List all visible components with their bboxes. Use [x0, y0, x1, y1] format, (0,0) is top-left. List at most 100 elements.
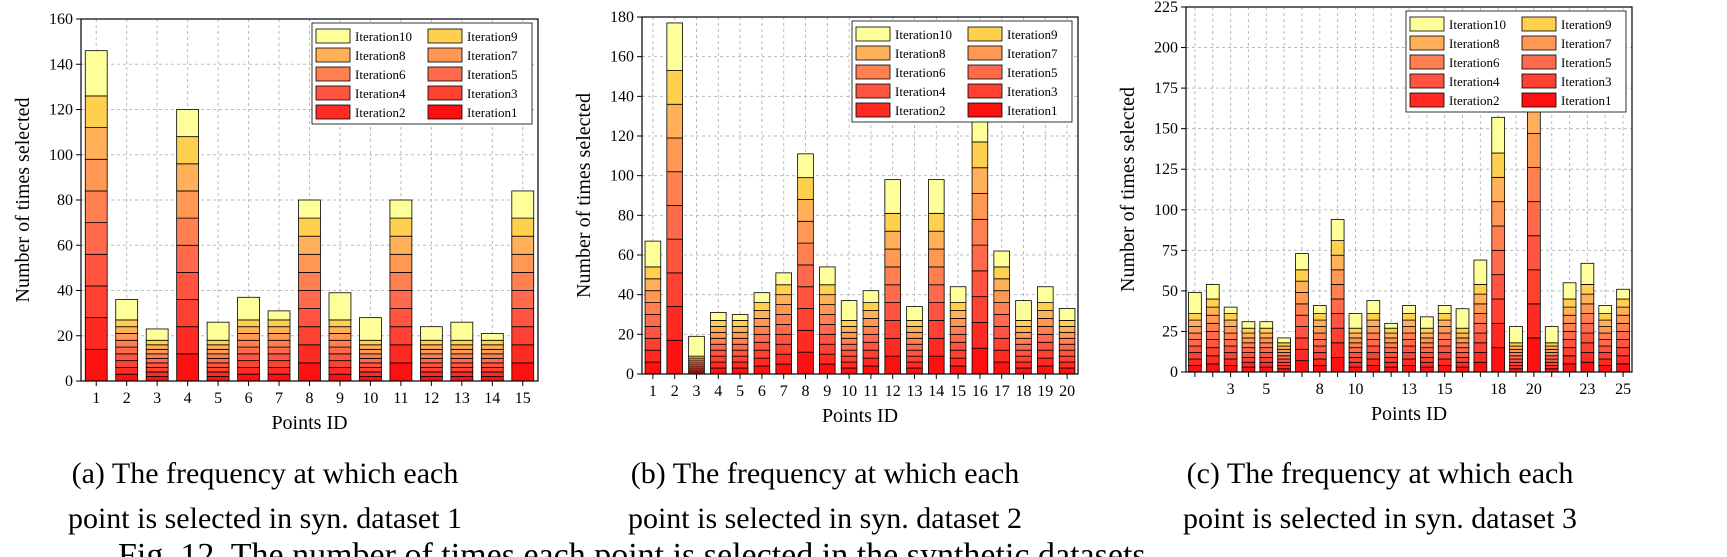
y-tick-label: 140 [610, 88, 634, 105]
bar-segment [775, 363, 792, 375]
legend-label: Iteration1 [1007, 103, 1058, 118]
bar-segment [1295, 348, 1309, 362]
bar-segment [1188, 345, 1202, 353]
bar-segment [1616, 347, 1630, 357]
bar-segment [906, 355, 923, 363]
bar-segment [115, 326, 139, 334]
bar-segment [884, 284, 901, 304]
legend-label: Iteration7 [1007, 46, 1058, 61]
y-tick-label: 25 [1162, 323, 1178, 340]
bar-segment [666, 306, 683, 341]
y-tick-label: 175 [1154, 80, 1178, 97]
bar-segment [1348, 352, 1363, 358]
bar-segment [840, 343, 858, 351]
bar-segment [1037, 357, 1054, 367]
bar-segment [84, 127, 108, 160]
bar-segment [906, 361, 923, 369]
bar-segment [840, 300, 858, 321]
bar-segment [797, 308, 814, 331]
y-tick-label: 160 [610, 49, 634, 66]
bar-segment [1473, 293, 1488, 305]
bar-segment [1616, 298, 1630, 308]
bar-segment [1544, 365, 1559, 370]
bar-segment [971, 347, 989, 375]
legend-label: Iteration10 [355, 29, 412, 44]
bar-segment [267, 346, 291, 355]
bar-segment [1241, 352, 1256, 358]
legend-swatch [1521, 35, 1557, 51]
bar-segment [176, 190, 200, 219]
subcaption: point is selected in syn. dataset 3 [1183, 502, 1577, 535]
bar-segment [359, 367, 382, 373]
bar-segment [450, 344, 474, 350]
bar-segment [1562, 322, 1577, 332]
bar-segment [928, 337, 945, 357]
bar-segment [884, 230, 901, 250]
x-tick-label: 16 [972, 383, 988, 400]
bar-segment [644, 325, 662, 339]
bar-segment [237, 296, 260, 321]
bar-segment [906, 337, 923, 345]
bar-segment [480, 371, 504, 377]
bar-segment [480, 344, 504, 350]
legend-swatch [315, 85, 351, 101]
bar-segment [1015, 355, 1032, 363]
bar-segment [1277, 355, 1291, 360]
x-tick-label: 5 [736, 383, 744, 400]
x-tick-label: 13 [454, 390, 470, 407]
bar-segment [176, 353, 200, 382]
bar-segment [1205, 331, 1220, 340]
bar-segment [862, 341, 880, 351]
bar-segment [1295, 280, 1309, 293]
legend-label: Iteration5 [1007, 65, 1058, 80]
x-tick-label: 7 [275, 390, 283, 407]
bar-segment [1058, 337, 1076, 345]
bar-segment [145, 328, 169, 341]
bar-segment [145, 348, 169, 355]
legend-swatch [967, 83, 1003, 99]
legend-label: Iteration2 [355, 105, 406, 120]
bar-segment [1312, 352, 1327, 360]
bar-segment [1420, 356, 1434, 363]
bar-segment [1473, 313, 1488, 324]
bar-segment [206, 321, 230, 341]
bar-segment [731, 331, 749, 339]
bar-segment [176, 217, 200, 246]
bar-segment [1366, 319, 1381, 327]
legend-swatch [1521, 16, 1557, 32]
bar-segment [115, 353, 139, 362]
bar-segment [1188, 365, 1202, 373]
y-tick-label: 20 [57, 328, 73, 345]
bar-segment [1312, 345, 1327, 353]
bar-segment [1188, 326, 1202, 334]
bar-segment [1384, 352, 1398, 358]
bar-segment [993, 337, 1010, 351]
x-tick-label: 10 [841, 383, 857, 400]
bar-segment [176, 136, 200, 165]
x-tick-label: 3 [1227, 381, 1235, 398]
bar-segment [1473, 259, 1488, 285]
bar-segment [1402, 339, 1416, 347]
legend-label: Iteration4 [1449, 74, 1500, 89]
bar-segment [666, 205, 683, 240]
bar-segment [359, 317, 382, 341]
bar-segment [389, 290, 413, 310]
bar-segment [797, 199, 814, 222]
bar-segment [359, 353, 382, 359]
legend-label: Iteration1 [1561, 93, 1612, 108]
x-tick-label: 11 [863, 383, 878, 400]
bar-segment [450, 348, 474, 355]
bar-segment [328, 326, 352, 334]
bar-segment [1598, 319, 1613, 327]
bar-segment [666, 137, 683, 173]
legend-swatch [855, 64, 891, 80]
bar-segment [1223, 352, 1238, 360]
y-tick-label: 60 [57, 237, 73, 254]
bar-segment [1366, 358, 1381, 366]
bar-segment [862, 325, 880, 335]
bar-segment [731, 325, 749, 333]
legend-label: Iteration9 [1007, 27, 1058, 42]
bar-segment [1402, 313, 1416, 321]
bar-segment [298, 253, 321, 273]
legend-label: Iteration5 [1561, 55, 1612, 70]
